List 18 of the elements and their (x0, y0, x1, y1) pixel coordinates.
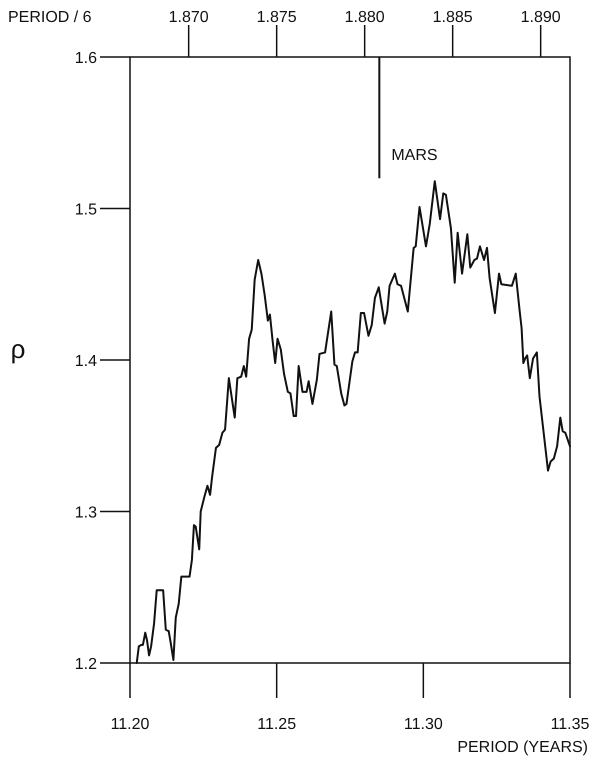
y-tick-label: 1.6 (74, 50, 98, 67)
y-tick-label: 1.5 (74, 202, 98, 218)
x-tick-label: 11.25 (257, 716, 296, 733)
x-tick-label: 11.35 (550, 716, 590, 733)
x-tick-label: 11.30 (404, 716, 443, 733)
x2-tick-label: 1.885 (432, 9, 473, 26)
x-axis-title: PERIOD (YEARS) (457, 739, 588, 756)
x2-tick-label: 1.880 (344, 9, 385, 26)
y-tick-label: 1.2 (74, 656, 98, 673)
y-axis-title: ρ (10, 334, 26, 364)
x2-tick-label: 1.870 (168, 9, 209, 26)
y-tick-label: 1.3 (74, 504, 98, 522)
x2-tick-label: 1.890 (520, 9, 561, 26)
x2-tick-label: 1.875 (256, 9, 297, 26)
x2-axis-title: PERIOD / 6 (8, 9, 92, 26)
x-tick-label: 11.20 (110, 716, 150, 733)
y-tick-label: 1.4 (74, 353, 98, 370)
ref-line-label: MARS (391, 147, 438, 164)
